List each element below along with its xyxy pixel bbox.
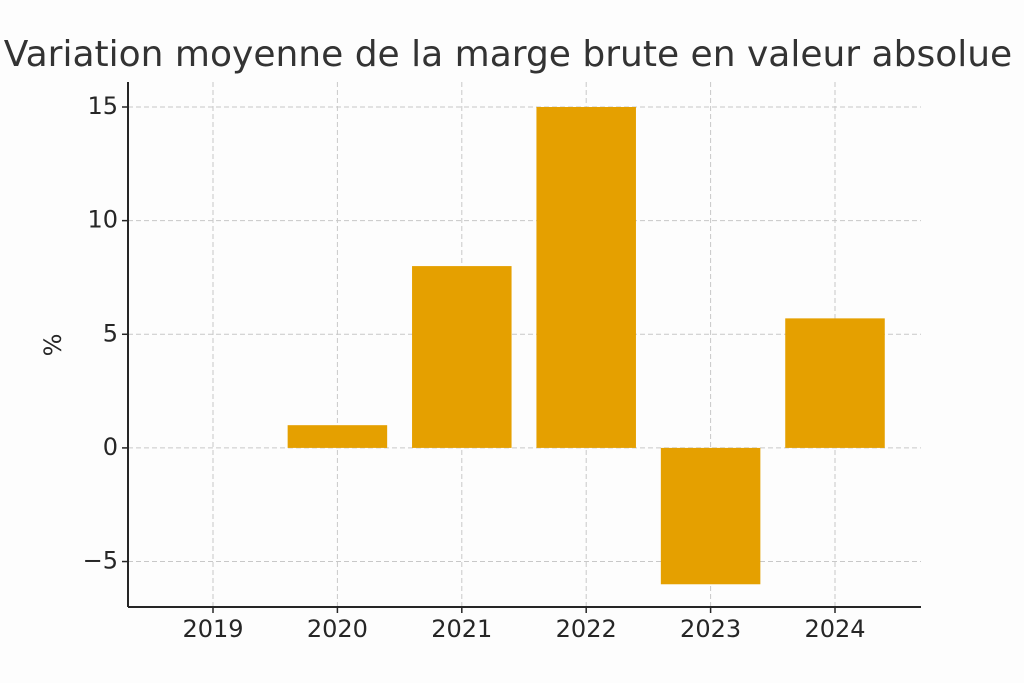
x-tick-label: 2022: [556, 615, 617, 643]
bar: [412, 266, 512, 448]
x-tick-label: 2021: [431, 615, 492, 643]
y-tick-label: 15: [87, 92, 118, 120]
y-tick-label: −5: [83, 547, 118, 575]
bar: [785, 318, 885, 448]
x-tick-label: 2023: [680, 615, 741, 643]
chart-title: Variation moyenne de la marge brute en v…: [4, 34, 1012, 75]
x-tick-label: 2020: [307, 615, 368, 643]
bar: [536, 107, 636, 448]
x-tick-label: 2019: [182, 615, 243, 643]
y-axis-label: %: [39, 334, 67, 357]
bar: [660, 447, 761, 585]
y-tick-label: 5: [103, 319, 118, 347]
bar: [287, 425, 388, 448]
x-tick-label: 2024: [804, 615, 865, 643]
y-tick-label: 10: [87, 206, 118, 234]
y-tick-label: 0: [103, 433, 118, 461]
